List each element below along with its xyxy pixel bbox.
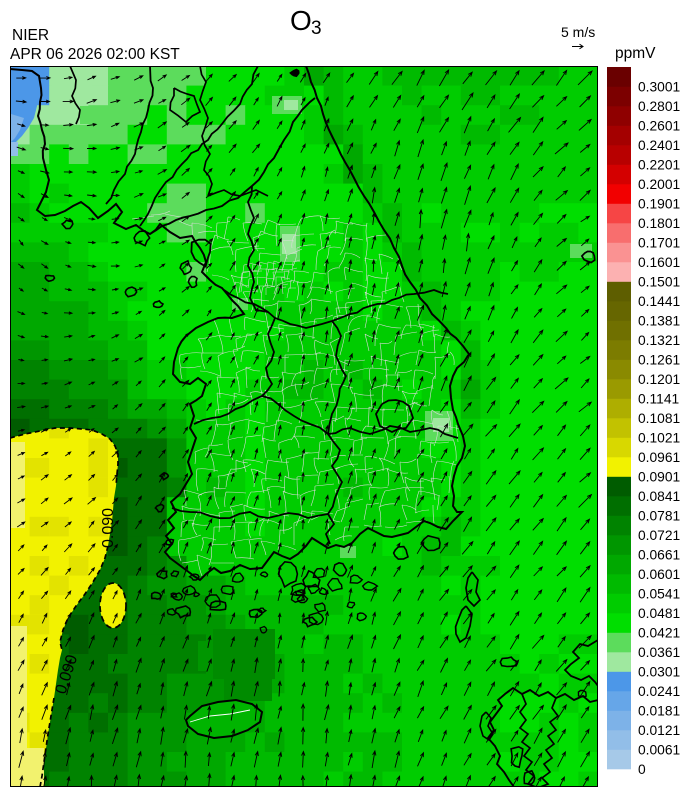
svg-text:0.1701: 0.1701 xyxy=(638,235,680,250)
svg-text:0.1141: 0.1141 xyxy=(638,391,679,406)
svg-text:0.0121: 0.0121 xyxy=(638,723,680,738)
svg-text:0.1201: 0.1201 xyxy=(638,372,680,387)
svg-text:0.090: 0.090 xyxy=(100,508,117,548)
svg-text:0.2201: 0.2201 xyxy=(638,157,680,172)
svg-text:0.0241: 0.0241 xyxy=(638,684,680,699)
svg-text:0.1261: 0.1261 xyxy=(638,352,680,367)
svg-text:0.2001: 0.2001 xyxy=(638,177,680,192)
svg-text:0.1801: 0.1801 xyxy=(638,216,680,231)
svg-text:0.1601: 0.1601 xyxy=(638,255,680,270)
svg-text:0.1021: 0.1021 xyxy=(638,430,680,445)
svg-text:0.0481: 0.0481 xyxy=(638,606,680,621)
svg-text:0.0361: 0.0361 xyxy=(638,645,680,660)
svg-text:0.3001: 0.3001 xyxy=(638,79,680,94)
svg-text:0.0781: 0.0781 xyxy=(638,508,680,523)
svg-text:ppmV: ppmV xyxy=(615,45,656,62)
svg-text:3: 3 xyxy=(311,18,322,39)
svg-text:0.0961: 0.0961 xyxy=(638,450,680,465)
svg-text:0.0901: 0.0901 xyxy=(638,469,680,484)
svg-text:5 m/s: 5 m/s xyxy=(561,24,595,40)
svg-text:APR 06 2026 02:00 KST: APR 06 2026 02:00 KST xyxy=(10,46,180,63)
svg-text:0.1501: 0.1501 xyxy=(638,274,680,289)
svg-text:0.1321: 0.1321 xyxy=(638,333,680,348)
svg-text:0.2801: 0.2801 xyxy=(638,99,680,114)
svg-text:NIER: NIER xyxy=(12,27,49,44)
svg-text:0.0421: 0.0421 xyxy=(638,625,680,640)
svg-text:0.0181: 0.0181 xyxy=(638,703,680,718)
svg-text:0.0721: 0.0721 xyxy=(638,528,680,543)
svg-text:0.1901: 0.1901 xyxy=(638,196,680,211)
svg-text:0.0841: 0.0841 xyxy=(638,489,680,504)
svg-text:0.0061: 0.0061 xyxy=(638,742,680,757)
svg-text:0.0601: 0.0601 xyxy=(638,567,680,582)
svg-text:0.2401: 0.2401 xyxy=(638,138,680,153)
svg-text:0.0661: 0.0661 xyxy=(638,547,680,562)
svg-text:0.1441: 0.1441 xyxy=(638,294,680,309)
svg-text:0.2601: 0.2601 xyxy=(638,118,680,133)
svg-text:O: O xyxy=(290,5,312,36)
svg-text:0.0301: 0.0301 xyxy=(638,664,680,679)
svg-text:0.1381: 0.1381 xyxy=(638,313,680,328)
svg-text:0: 0 xyxy=(638,762,646,777)
svg-text:0.1081: 0.1081 xyxy=(638,411,680,426)
svg-text:0.0541: 0.0541 xyxy=(638,586,680,601)
